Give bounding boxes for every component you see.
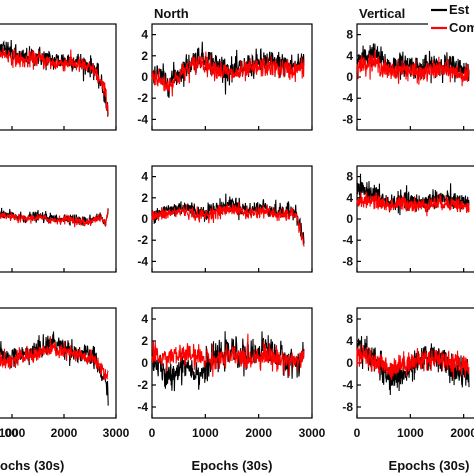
column-title: North [154,6,189,21]
y-tick-label: -4 [137,400,148,414]
series-computed-r0-c2 [356,50,470,87]
series-computed-r2-c2 [356,344,470,380]
series-estimated-r1-c1 [151,193,305,244]
y-tick-label: 0 [141,212,148,226]
y-tick-label: 4 [346,334,353,348]
y-tick-label: 8 [346,312,353,326]
y-tick-label: -8 [342,400,353,414]
series-computed-r1-c2 [356,191,470,217]
x-tick-label: 3000 [299,426,326,440]
x-tick-label: 0 [149,426,156,440]
y-tick-label: 2 [141,49,148,63]
y-tick-label: -2 [137,233,148,247]
x-tick-label: 2000 [245,426,272,440]
y-tick-label: 4 [346,49,353,63]
series-estimated-r2-c0 [0,331,109,406]
y-tick-label: 2 [141,334,148,348]
y-tick-label: 4 [141,170,148,184]
y-tick-label: 8 [346,170,353,184]
y-tick-label: 4 [346,191,353,205]
series-computed-r0-c1 [151,51,305,97]
x-tick-label: 1000 [0,426,26,440]
series-computed-r1-c1 [151,201,305,247]
legend-entry-1: Com [449,20,474,35]
panel-frame-r1-c0 [0,165,117,273]
y-tick-label: -4 [342,378,353,392]
series-estimated-r0-c1 [151,41,305,98]
y-tick-label: -4 [137,112,148,126]
y-tick-label: -8 [342,112,353,126]
column-title: Vertical [359,6,405,21]
y-tick-label: 2 [141,191,148,205]
y-tick-label: -4 [342,233,353,247]
y-tick-label: -2 [137,378,148,392]
y-tick-label: 8 [346,28,353,42]
x-tick-label: 2000 [51,426,78,440]
y-tick-label: -4 [137,254,148,268]
y-tick-label: 4 [141,28,148,42]
legend: Est Com [428,0,474,40]
x-axis-label: ochs (30s) [0,458,64,473]
legend-background [428,0,474,40]
y-tick-label: -8 [342,254,353,268]
y-tick-label: 0 [346,356,353,370]
y-tick-label: 0 [141,70,148,84]
y-tick-label: -2 [137,91,148,105]
x-axis-label: Epochs (30s) [192,458,273,473]
y-tick-label: -4 [342,91,353,105]
x-tick-label: 3000 [103,426,130,440]
x-tick-label: 2000 [450,426,474,440]
x-tick-label: 0 [354,426,361,440]
panel-frame-r1-c2 [356,165,474,273]
series-layer [0,39,470,406]
y-tick-label: 0 [346,70,353,84]
x-tick-label: 1000 [192,426,219,440]
panel-frame-r0-c0 [0,23,117,131]
legend-entry-0: Est [449,2,470,17]
x-tick-label: 00 [5,426,19,440]
y-tick-label: 0 [141,356,148,370]
series-estimated-r0-c0 [0,39,109,117]
series-computed-r2-c1 [151,333,305,377]
series-computed-r0-c0 [0,48,109,116]
y-tick-label: 0 [346,212,353,226]
x-tick-label: 1000 [397,426,424,440]
series-computed-r2-c0 [0,336,109,380]
x-axis-label: Epochs (30s) [389,458,470,473]
series-computed-r1-c0 [0,207,109,228]
panel-frame-r2-c0 [0,307,117,419]
y-tick-label: 4 [141,312,148,326]
